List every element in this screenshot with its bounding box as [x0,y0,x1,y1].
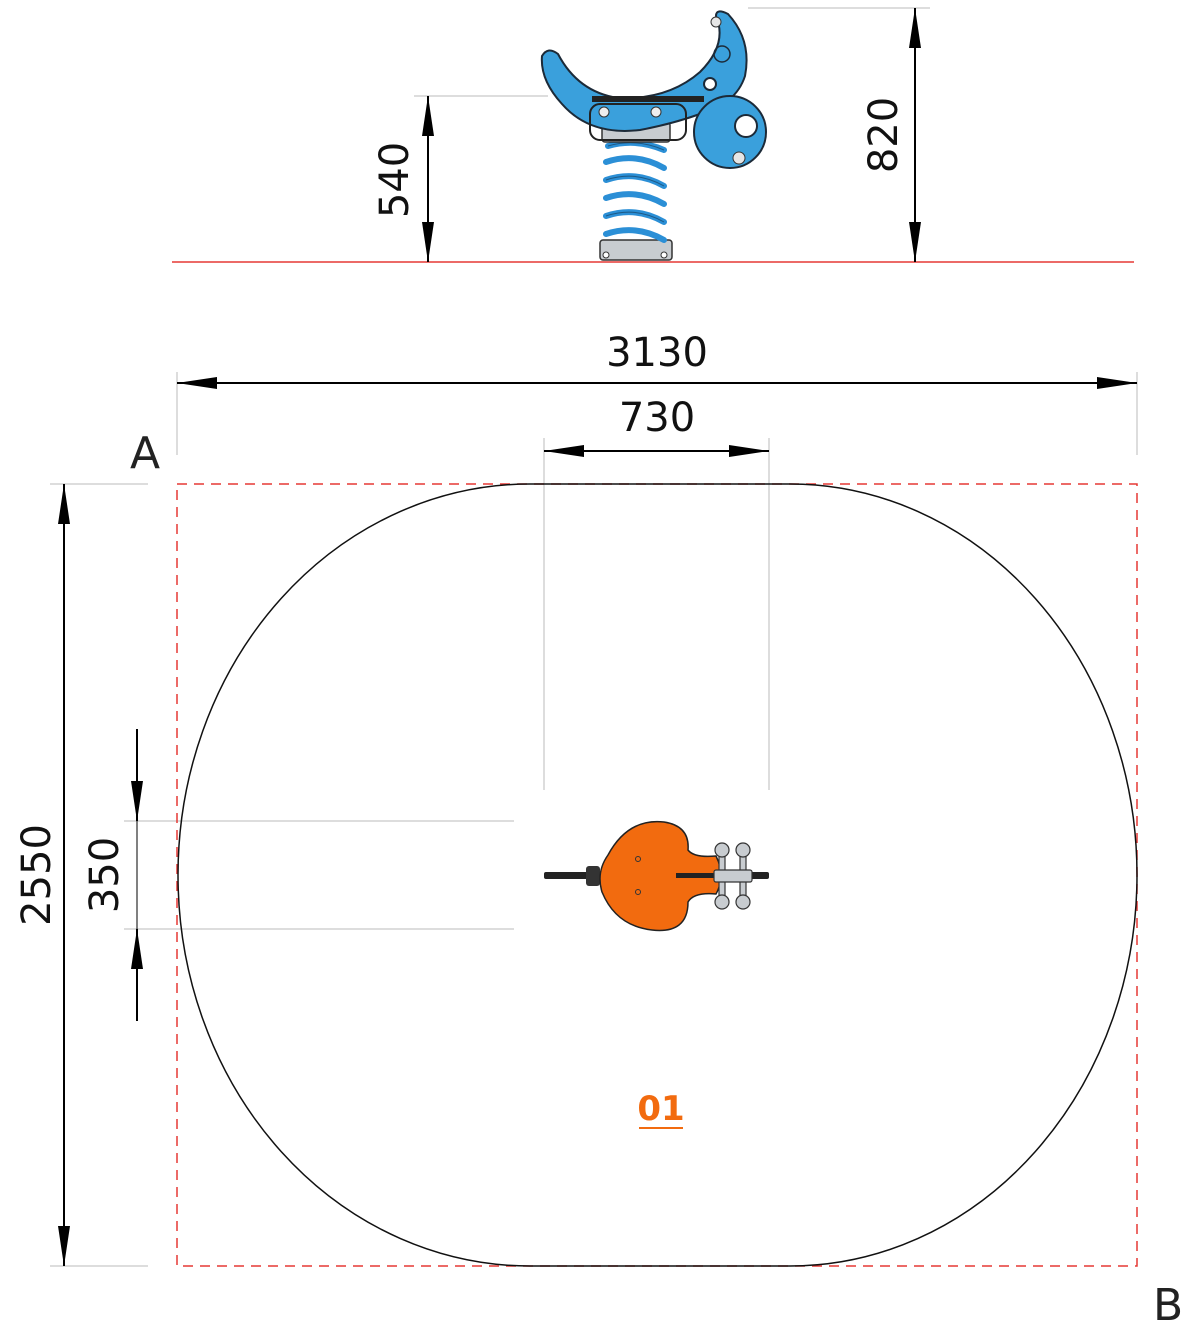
total-height-label: 820 [861,97,907,173]
plan-view: 3130 730 A 2550 350 [14,330,1183,1327]
equipment-depth-label: 350 [82,837,128,913]
overall-width-label: 3130 [606,330,708,376]
safety-zone-outline [177,483,1138,1267]
item-label: 01 [637,1089,684,1129]
equipment-width-label: 730 [619,395,695,441]
spring-rider-plan-icon [544,820,769,932]
corner-label-a: A [130,428,160,479]
spring-rider-elevation-icon [540,10,767,261]
side-view: 540 820 [172,7,1134,263]
seat-height-label: 540 [372,142,418,218]
overall-length-label: 2550 [14,824,60,926]
corner-label-b: B [1153,1280,1183,1327]
